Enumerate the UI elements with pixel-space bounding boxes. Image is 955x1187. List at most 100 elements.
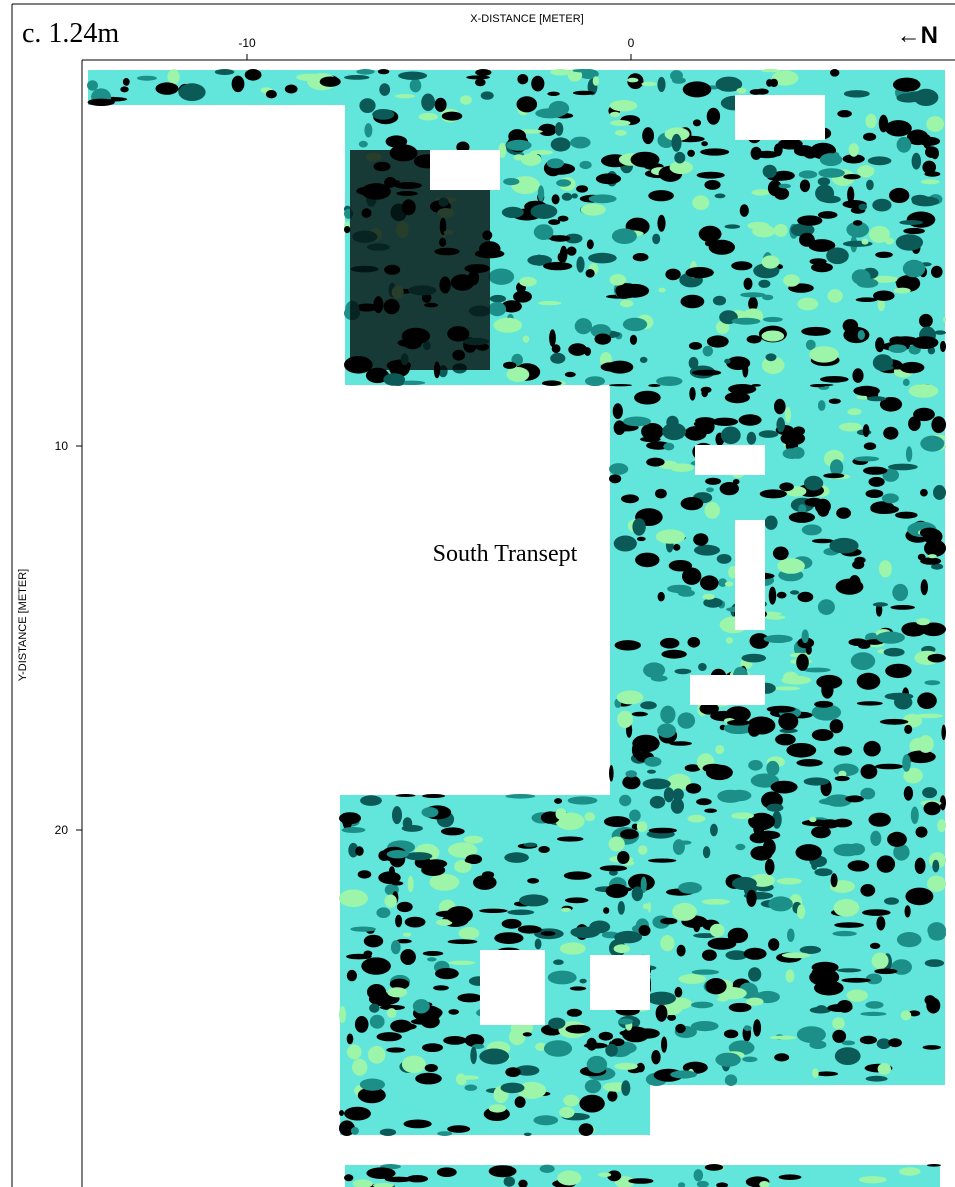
texture-blob (769, 587, 777, 605)
texture-blob (506, 794, 536, 799)
texture-blob (702, 899, 731, 905)
texture-blob (911, 807, 919, 825)
texture-blob (739, 414, 762, 425)
texture-blob (88, 99, 115, 106)
texture-blob (547, 158, 564, 168)
texture-blob (683, 81, 712, 97)
texture-blob (916, 618, 930, 625)
texture-blob (524, 926, 542, 933)
texture-blob (688, 637, 701, 648)
texture-blob (797, 298, 818, 311)
texture-blob (620, 829, 639, 839)
texture-blob (704, 809, 717, 813)
texture-blob (612, 228, 637, 244)
texture-blob (752, 189, 771, 195)
texture-blob (899, 220, 923, 225)
texture-blob (448, 1009, 459, 1015)
texture-blob (744, 948, 767, 960)
texture-blob (715, 194, 726, 199)
texture-blob (847, 990, 868, 1002)
texture-blob (646, 458, 664, 467)
y-tick-label: 10 (55, 439, 69, 453)
texture-blob (748, 723, 761, 737)
texture-blob (907, 212, 936, 228)
texture-blob (847, 408, 861, 415)
texture-blob (400, 949, 416, 965)
texture-blob (565, 372, 576, 377)
texture-blob (925, 959, 944, 967)
texture-blob (727, 720, 750, 726)
texture-blob (405, 917, 426, 928)
texture-blob (797, 1026, 826, 1043)
texture-blob (818, 177, 830, 186)
texture-blob (767, 804, 784, 812)
texture-blob (819, 798, 843, 805)
texture-blob (589, 194, 617, 203)
texture-blob (707, 335, 729, 347)
texture-blob (799, 170, 817, 178)
texture-blob (874, 969, 897, 975)
texture-blob (792, 426, 805, 435)
texture-blob (703, 764, 725, 773)
texture-blob (885, 238, 894, 245)
texture-blob (799, 233, 815, 247)
texture-blob (579, 1095, 604, 1113)
texture-blob (837, 1000, 853, 1013)
texture-blob (379, 83, 390, 96)
texture-blob (787, 929, 795, 942)
texture-blob (637, 537, 646, 541)
texture-blob (733, 479, 740, 484)
texture-blob (876, 632, 905, 644)
texture-blob (460, 95, 472, 104)
texture-blob (762, 295, 773, 301)
texture-blob (866, 180, 874, 191)
texture-blob (789, 512, 815, 523)
texture-blob (601, 362, 624, 371)
texture-blob (899, 1167, 921, 1175)
texture-blob (446, 906, 473, 924)
texture-blob (835, 1047, 861, 1065)
texture-blob (797, 215, 822, 225)
texture-blob (771, 781, 798, 794)
texture-blob (857, 278, 879, 288)
texture-blob (859, 204, 868, 210)
texture-blob (488, 302, 506, 316)
texture-blob (346, 954, 372, 960)
texture-blob (396, 1023, 416, 1030)
texture-blob (632, 735, 659, 753)
texture-blob (926, 116, 944, 132)
texture-blob (678, 712, 696, 728)
texture-blob (918, 554, 926, 561)
texture-blob (167, 69, 179, 84)
texture-blob (640, 701, 657, 709)
texture-blob (619, 795, 631, 806)
data-gap (695, 445, 765, 475)
texture-blob (696, 798, 712, 805)
texture-blob (818, 599, 835, 615)
texture-blob (507, 367, 530, 382)
texture-blob (459, 927, 480, 940)
y-axis-title: Y-DISTANCE [METER] (17, 569, 29, 681)
texture-blob (724, 359, 730, 364)
texture-blob (660, 935, 674, 951)
texture-blob (245, 69, 262, 81)
texture-blob (925, 146, 938, 158)
texture-blob (568, 796, 598, 804)
texture-blob (845, 795, 864, 802)
texture-blob (773, 686, 800, 690)
texture-blob (437, 1131, 452, 1136)
texture-blob (408, 876, 414, 893)
texture-blob (731, 812, 754, 819)
texture-blob (705, 502, 721, 519)
texture-blob (918, 137, 940, 146)
texture-blob (693, 919, 700, 932)
texture-blob (889, 344, 907, 353)
texture-blob (550, 69, 570, 75)
texture-blob (860, 1036, 877, 1044)
texture-blob (832, 931, 856, 936)
texture-blob (632, 886, 643, 901)
texture-blob (386, 1047, 405, 1052)
texture-blob (339, 812, 361, 824)
texture-blob (479, 1049, 509, 1065)
texture-blob (391, 881, 403, 885)
